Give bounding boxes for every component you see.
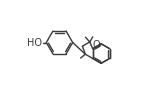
Text: O: O bbox=[93, 40, 100, 50]
Text: HO: HO bbox=[28, 37, 43, 48]
